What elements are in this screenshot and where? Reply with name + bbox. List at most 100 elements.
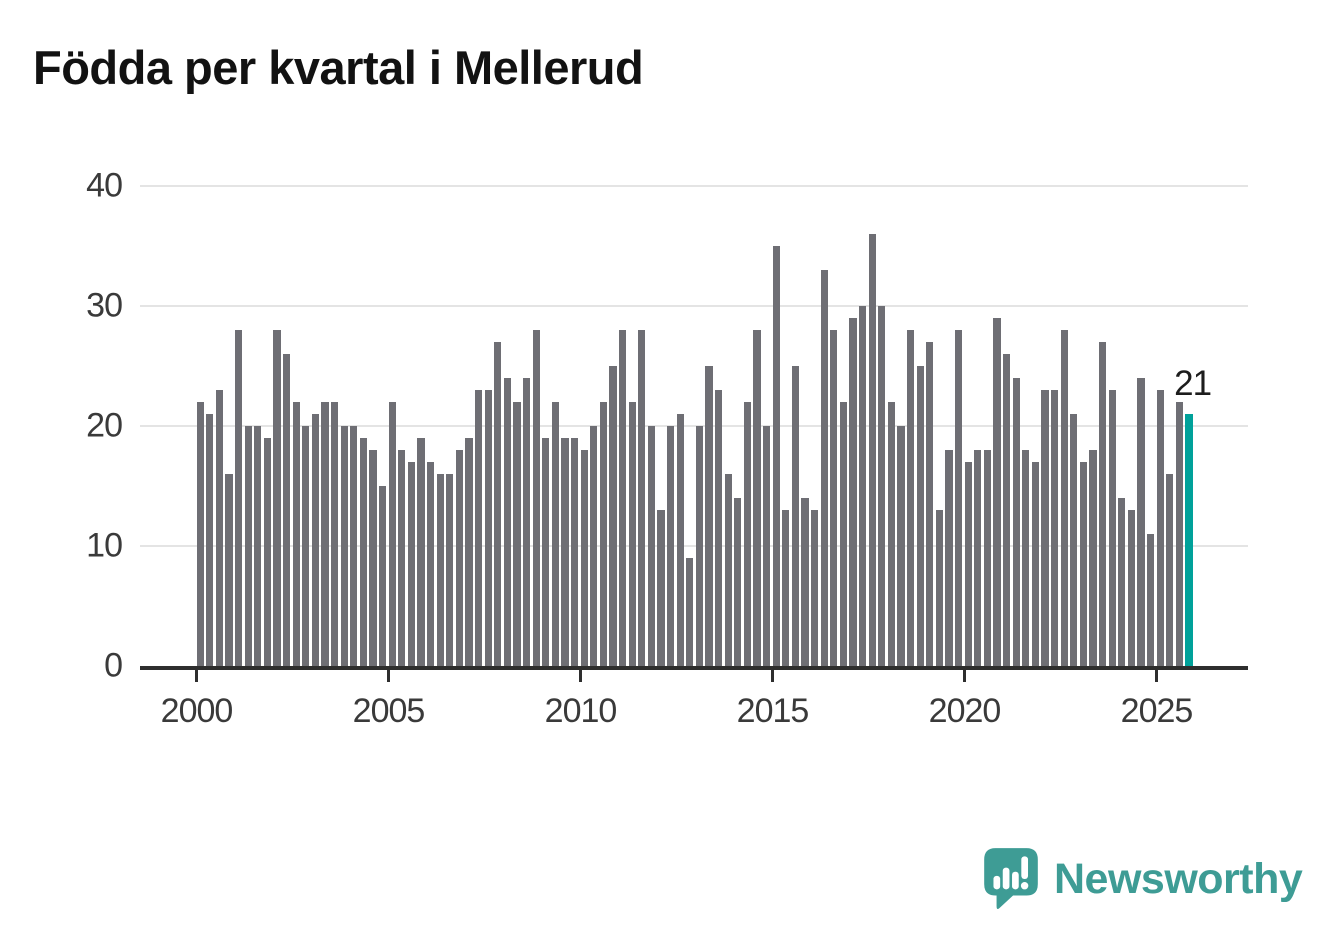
bar (273, 330, 281, 666)
bar (196, 402, 204, 666)
bar (983, 450, 991, 666)
bar (1108, 390, 1116, 666)
bar (580, 450, 588, 666)
bar (916, 366, 924, 666)
bar (407, 462, 415, 666)
bar (522, 378, 531, 666)
bar (455, 450, 463, 666)
x-axis-tickmark (195, 670, 198, 682)
bar (359, 438, 367, 666)
bar (292, 402, 300, 666)
bar (369, 450, 377, 666)
x-axis-tickmark (771, 670, 774, 682)
bar (1060, 330, 1068, 666)
bar (590, 426, 598, 666)
y-gridline (140, 185, 1248, 187)
bar (1022, 450, 1030, 666)
bar (215, 390, 223, 666)
bar (657, 510, 665, 666)
bar (446, 474, 454, 666)
bar (887, 402, 895, 666)
bar (1098, 342, 1107, 666)
bar (1089, 450, 1097, 666)
bar (398, 450, 406, 666)
bar (810, 510, 819, 666)
bar (426, 462, 435, 666)
x-axis-tickmark (387, 670, 390, 682)
bar (849, 318, 857, 666)
bar (436, 474, 444, 666)
bar (791, 366, 799, 666)
bar (734, 498, 742, 666)
bar (474, 390, 483, 666)
bar (1166, 474, 1174, 666)
bar (484, 390, 492, 666)
bar (839, 402, 847, 666)
bar (244, 426, 252, 666)
y-gridline (140, 545, 1248, 547)
x-axis-tickmark (579, 670, 582, 682)
bar (263, 438, 271, 666)
bar (599, 402, 607, 666)
bar (494, 342, 502, 666)
bar (206, 414, 214, 666)
bar (1031, 462, 1039, 666)
bar (647, 426, 655, 666)
bar (935, 510, 943, 666)
y-axis-tick-label: 20 (86, 406, 123, 445)
bar (551, 402, 559, 666)
newsworthy-wordmark: Newsworthy (1054, 854, 1303, 903)
x-axis-tick-label: 2025 (1120, 692, 1194, 730)
bar (714, 390, 723, 666)
y-axis-tick-label: 30 (86, 286, 123, 325)
bar (618, 330, 627, 666)
bar (1118, 498, 1126, 666)
bar (1156, 390, 1164, 666)
bar (753, 330, 761, 666)
newsworthy-speech-bubble-chart-icon (984, 848, 1038, 910)
bar (340, 426, 348, 666)
bar (1127, 510, 1135, 666)
newsworthy-logo: Newsworthy (982, 846, 1303, 912)
bar (1070, 414, 1078, 666)
bar (926, 342, 934, 666)
bar (782, 510, 790, 666)
bar (638, 330, 646, 666)
bar (964, 462, 972, 666)
y-axis-tick-label: 10 (86, 526, 123, 565)
bar (503, 378, 511, 666)
bar (513, 402, 521, 666)
chart-title: Födda per kvartal i Mellerud (33, 41, 644, 94)
bar (1175, 402, 1183, 666)
y-gridline (140, 425, 1248, 427)
bar (743, 402, 751, 666)
x-axis-tick-label: 2015 (736, 692, 810, 730)
bar (254, 426, 262, 666)
bar (225, 474, 233, 666)
bar (1079, 462, 1087, 666)
bar (609, 366, 617, 666)
bar (878, 306, 886, 666)
bar (417, 438, 425, 666)
bar (772, 246, 780, 666)
x-axis-line (140, 666, 1248, 670)
bar (628, 402, 636, 666)
x-axis-tickmark (963, 670, 966, 682)
bar (666, 426, 675, 666)
bar (1050, 390, 1059, 666)
bar (830, 330, 838, 666)
bar (1146, 534, 1155, 666)
bar (1137, 378, 1145, 666)
highlighted-bar-value-label: 21 (1174, 364, 1212, 403)
bar (350, 426, 358, 666)
bar (1002, 354, 1011, 666)
bar (801, 498, 809, 666)
x-axis-tick-label: 2005 (352, 692, 426, 730)
bar (1012, 378, 1020, 666)
bar (570, 438, 579, 666)
y-gridline (140, 305, 1248, 307)
bar (868, 234, 876, 666)
x-axis-tick-label: 2010 (544, 692, 618, 730)
bar (321, 402, 329, 666)
